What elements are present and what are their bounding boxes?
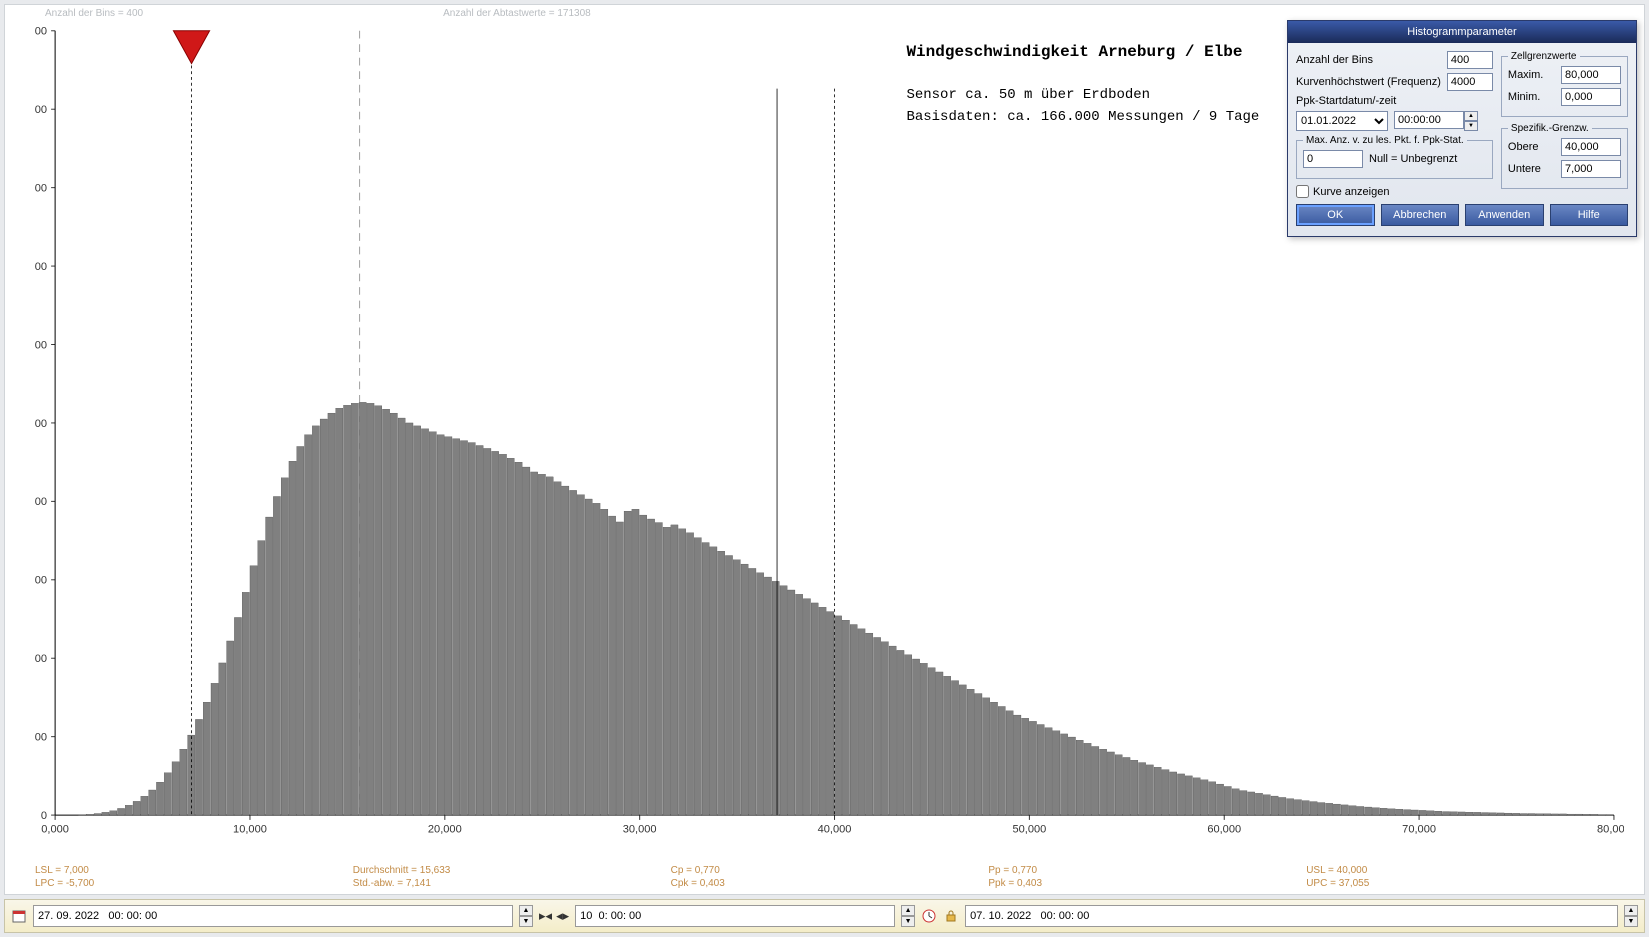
clock-icon[interactable]: [921, 908, 937, 924]
stat-avg: Durchschnitt = 15,633: [353, 865, 451, 876]
svg-text:2800: 2800: [35, 261, 47, 273]
curve-label: Kurve anzeigen: [1313, 186, 1389, 198]
start-time-spinner[interactable]: ▲▼: [519, 905, 533, 927]
svg-text:30,000: 30,000: [623, 824, 657, 836]
maxpts-legend: Max. Anz. v. zu les. Pkt. f. Ppk-Stat.: [1303, 135, 1467, 146]
lock-icon[interactable]: [943, 908, 959, 924]
lower-input[interactable]: [1561, 160, 1621, 178]
end-time-spinner[interactable]: ▲▼: [1624, 905, 1638, 927]
lower-label: Untere: [1508, 163, 1555, 175]
ok-button[interactable]: OK: [1296, 204, 1375, 226]
bins-input[interactable]: [1447, 51, 1493, 69]
svg-text:40,000: 40,000: [818, 824, 852, 836]
svg-text:2400: 2400: [35, 340, 47, 352]
stat-usl: USL = 40,000: [1306, 865, 1367, 876]
svg-text:0,000: 0,000: [41, 824, 69, 836]
bins-label: Anzahl der Bins: [1296, 54, 1441, 66]
calendar-icon[interactable]: [11, 908, 27, 924]
ppk-date-label: Ppk-Startdatum/-zeit: [1296, 95, 1493, 107]
svg-text:80,000: 80,000: [1597, 824, 1624, 836]
svg-text:3200: 3200: [35, 183, 47, 195]
svg-text:800: 800: [35, 653, 47, 665]
svg-text:400: 400: [35, 732, 47, 744]
upper-input[interactable]: [1561, 138, 1621, 156]
stat-lpc: LPC = -5,700: [35, 878, 94, 889]
svg-text:10,000: 10,000: [233, 824, 267, 836]
samples-count-label: Anzahl der Abtastwerte = 171308: [443, 8, 591, 19]
spin-down-button[interactable]: ▼: [1464, 121, 1478, 131]
max-input[interactable]: [1561, 66, 1621, 84]
chart-title: Windgeschwindigkeit Arneburg / Elbe: [906, 40, 1259, 66]
svg-text:20,000: 20,000: [428, 824, 462, 836]
chart-title-block: Windgeschwindigkeit Arneburg / Elbe Sens…: [906, 40, 1259, 128]
svg-text:1600: 1600: [35, 496, 47, 508]
bins-count-label: Anzahl der Bins = 400: [45, 8, 143, 19]
nav-icons: ▸◂ ◂▸: [539, 908, 569, 924]
stat-lsl: LSL = 7,000: [35, 865, 89, 876]
spec-limits-legend: Spezifik.-Grenzw.: [1508, 123, 1592, 134]
stat-cp: Cp = 0,770: [671, 865, 720, 876]
peak-input[interactable]: [1447, 73, 1493, 91]
curve-checkbox[interactable]: [1296, 185, 1309, 198]
end-time-input[interactable]: [965, 905, 1618, 927]
spin-down-button[interactable]: ▼: [901, 916, 915, 927]
nav-expand-icon[interactable]: ◂▸: [556, 908, 569, 924]
spin-down-button[interactable]: ▼: [1624, 916, 1638, 927]
stat-upc: UPC = 37,055: [1306, 878, 1369, 889]
stats-row: LSL = 7,000 Durchschnitt = 15,633 Cp = 0…: [35, 864, 1624, 890]
stat-pp: Pp = 0,770: [988, 865, 1037, 876]
stat-ppk: Ppk = 0,403: [988, 878, 1042, 889]
svg-text:2000: 2000: [35, 418, 47, 430]
cell-limits-legend: Zellgrenzwerte: [1508, 51, 1580, 62]
nav-collapse-icon[interactable]: ▸◂: [539, 908, 552, 924]
svg-text:60,000: 60,000: [1207, 824, 1241, 836]
apply-button[interactable]: Anwenden: [1465, 204, 1544, 226]
spin-down-button[interactable]: ▼: [519, 916, 533, 927]
ppk-time-input[interactable]: [1394, 111, 1464, 129]
dialog-titlebar[interactable]: Histogrammparameter: [1288, 21, 1636, 43]
cell-limits-fieldset: Zellgrenzwerte Maxim. Minim.: [1501, 51, 1628, 117]
stat-cpk: Cpk = 0,403: [671, 878, 725, 889]
histogram-params-dialog[interactable]: Histogrammparameter Anzahl der Bins Kurv…: [1287, 20, 1637, 237]
maxpts-note: Null = Unbegrenzt: [1369, 153, 1457, 165]
spin-up-button[interactable]: ▲: [519, 905, 533, 916]
spec-limits-fieldset: Spezifik.-Grenzw. Obere Untere: [1501, 123, 1628, 189]
span-spinner[interactable]: ▲▼: [901, 905, 915, 927]
start-time-input[interactable]: [33, 905, 513, 927]
chart-subtitle-2: Basisdaten: ca. 166.000 Messungen / 9 Ta…: [906, 106, 1259, 128]
svg-text:0: 0: [41, 810, 47, 822]
max-label: Maxim.: [1508, 69, 1555, 81]
stat-std: Std.-abw. = 7,141: [353, 878, 431, 889]
maxpts-input[interactable]: [1303, 150, 1363, 168]
peak-label: Kurvenhöchstwert (Frequenz): [1296, 76, 1441, 88]
spin-up-button[interactable]: ▲: [1464, 111, 1478, 121]
chart-top-info: Anzahl der Bins = 400 Anzahl der Abtastw…: [45, 8, 1604, 19]
cancel-button[interactable]: Abbrechen: [1381, 204, 1460, 226]
chart-subtitle-1: Sensor ca. 50 m über Erdboden: [906, 84, 1259, 106]
svg-text:4000: 4000: [35, 26, 47, 38]
ppk-date-select[interactable]: 01.01.2022: [1296, 111, 1388, 131]
svg-text:70,000: 70,000: [1402, 824, 1436, 836]
min-label: Minim.: [1508, 91, 1555, 103]
timeline-bar: ▲▼ ▸◂ ◂▸ ▲▼ ▲▼: [4, 899, 1645, 933]
maxpts-fieldset: Max. Anz. v. zu les. Pkt. f. Ppk-Stat. N…: [1296, 135, 1493, 179]
help-button[interactable]: Hilfe: [1550, 204, 1629, 226]
spin-up-button[interactable]: ▲: [1624, 905, 1638, 916]
span-input[interactable]: [575, 905, 895, 927]
svg-text:1200: 1200: [35, 575, 47, 587]
spin-up-button[interactable]: ▲: [901, 905, 915, 916]
min-input[interactable]: [1561, 88, 1621, 106]
svg-text:3600: 3600: [35, 104, 47, 116]
svg-text:50,000: 50,000: [1012, 824, 1046, 836]
upper-label: Obere: [1508, 141, 1555, 153]
